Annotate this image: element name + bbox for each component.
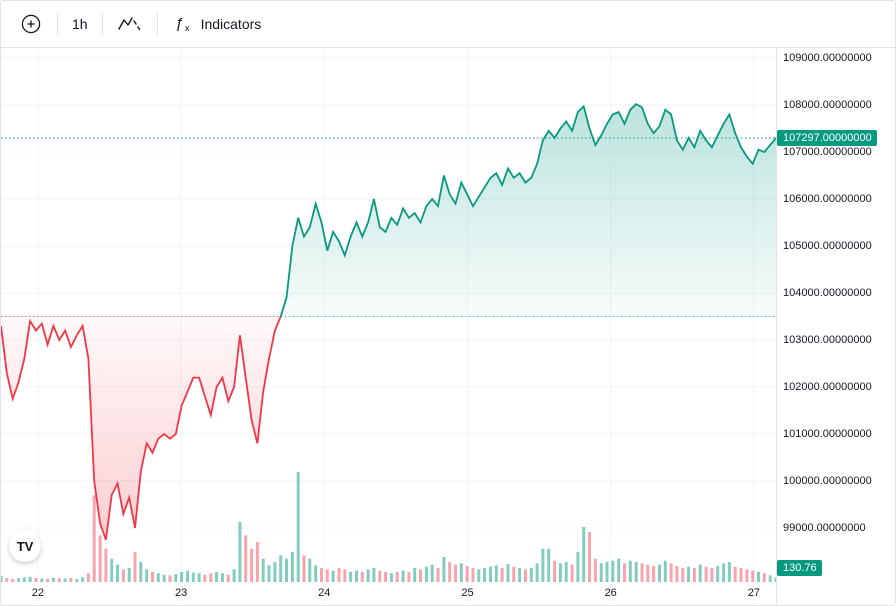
price-axis-label: 107000.00000000 bbox=[783, 146, 872, 158]
indicators-label: Indicators bbox=[200, 16, 262, 32]
price-axis-label: 99000.00000000 bbox=[783, 522, 866, 534]
price-chart[interactable]: 22 23 24 25 26 27 bbox=[1, 48, 776, 605]
price-axis-label: 102000.00000000 bbox=[783, 381, 872, 393]
area-fill-down bbox=[1, 316, 776, 540]
svg-text:ƒ: ƒ bbox=[175, 15, 183, 32]
top-toolbar: 1h ƒ x Indicators bbox=[1, 1, 895, 48]
interval-button[interactable]: 1h bbox=[64, 11, 96, 37]
time-axis-label: 23 bbox=[175, 587, 187, 599]
function-fx-icon: ƒ x bbox=[172, 13, 194, 35]
chart-style-button[interactable] bbox=[109, 8, 151, 40]
time-axis-label: 25 bbox=[461, 587, 473, 599]
chart-pane[interactable]: 22 23 24 25 26 27 TV bbox=[1, 48, 776, 605]
price-axis-label: 101000.00000000 bbox=[783, 428, 872, 440]
price-axis-label: 109000.00000000 bbox=[783, 52, 872, 64]
circle-plus-icon bbox=[19, 12, 43, 36]
current-price-badge: 107297.00000000 bbox=[777, 130, 877, 146]
price-axis-label: 105000.00000000 bbox=[783, 240, 872, 252]
svg-text:x: x bbox=[185, 23, 190, 33]
time-axis-label: 22 bbox=[32, 587, 44, 599]
price-axis-label: 104000.00000000 bbox=[783, 287, 872, 299]
time-axis-label: 26 bbox=[605, 587, 617, 599]
price-axis-label: 108000.00000000 bbox=[783, 99, 872, 111]
toolbar-separator bbox=[156, 13, 158, 35]
price-axis-label: 100000.00000000 bbox=[783, 475, 872, 487]
interval-label: 1h bbox=[72, 16, 88, 32]
price-line-up bbox=[279, 102, 776, 317]
indicators-button[interactable]: ƒ x Indicators bbox=[164, 8, 270, 40]
tradingview-logo[interactable]: TV bbox=[9, 530, 41, 562]
toolbar-separator bbox=[101, 13, 103, 35]
volume-value-badge: 130.76 bbox=[777, 559, 822, 576]
volume-bars bbox=[1, 472, 776, 582]
add-symbol-button[interactable] bbox=[11, 7, 51, 41]
price-line-down bbox=[1, 316, 282, 541]
time-axis-label: 27 bbox=[748, 587, 760, 599]
price-axis[interactable]: 107297.00000000 130.76 109000.00000000 10… bbox=[776, 48, 895, 605]
time-axis-label: 24 bbox=[318, 587, 330, 599]
chart-style-icon bbox=[117, 13, 143, 35]
time-axis[interactable]: 22 23 24 25 26 27 bbox=[32, 587, 760, 599]
price-axis-label: 106000.00000000 bbox=[783, 193, 872, 205]
price-axis-label: 103000.00000000 bbox=[783, 334, 872, 346]
toolbar-separator bbox=[57, 13, 58, 35]
chart-area: 22 23 24 25 26 27 TV 107297.00000000 130.76 1… bbox=[1, 48, 895, 605]
area-fill-up bbox=[1, 104, 776, 317]
